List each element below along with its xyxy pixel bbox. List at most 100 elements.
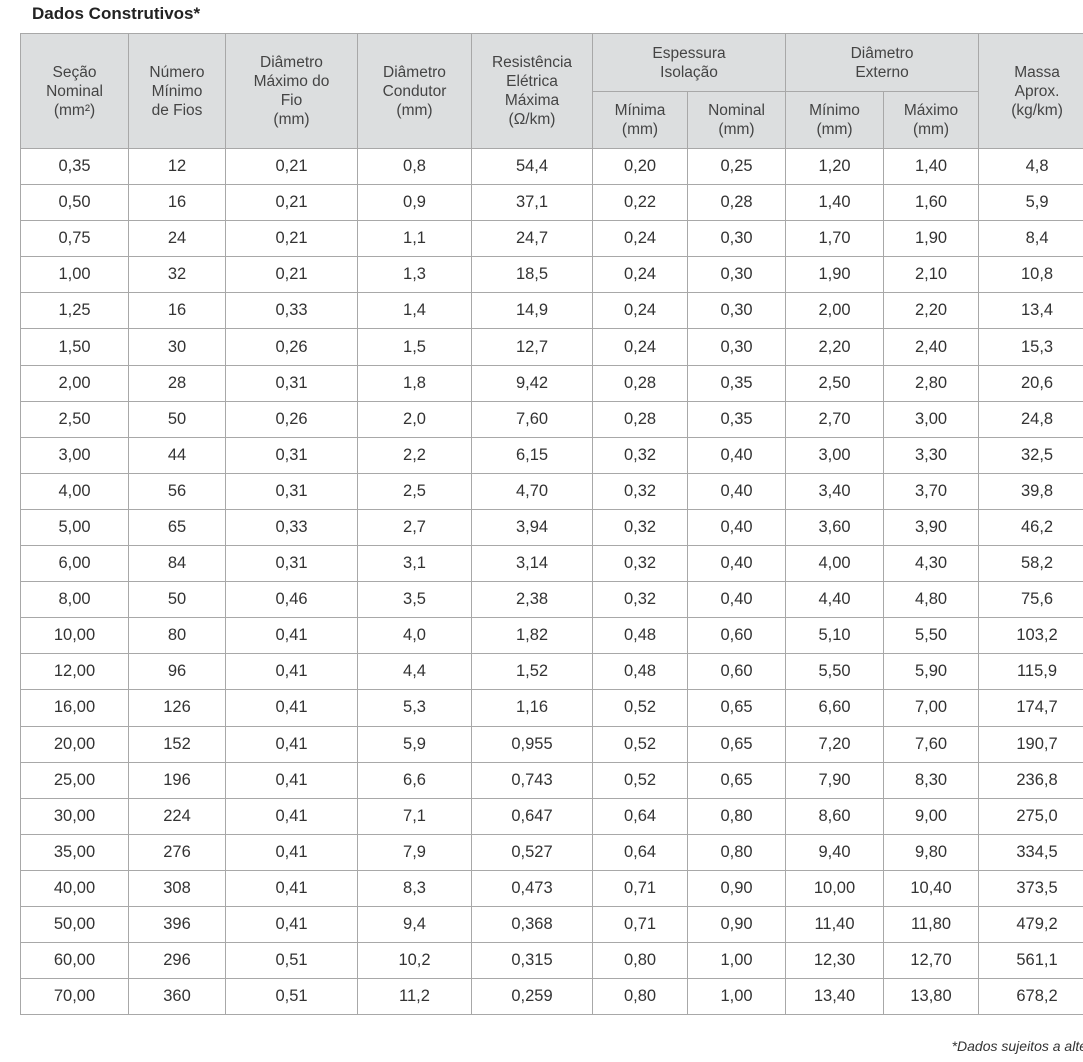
table-cell: 5,50 xyxy=(785,653,885,691)
table-cell: 2,5 xyxy=(357,472,472,510)
table-cell: 0,30 xyxy=(686,292,787,330)
column-header: Máximo (mm) xyxy=(883,91,980,149)
table-cell: 50,00 xyxy=(20,905,129,944)
table-cell: 276 xyxy=(128,833,226,871)
table-cell: 0,40 xyxy=(686,581,787,619)
table-cell: 0,8 xyxy=(357,147,472,186)
table-row: 0,35 12 0,21 0,8 54,4 0,20 0,25 1,20 1,40 4,8 xyxy=(20,147,1083,186)
table-cell: 0,32 xyxy=(592,472,688,510)
table-cell: 0,90 xyxy=(686,905,787,944)
table-cell: 0,41 xyxy=(225,725,358,763)
table-cell: 275,0 xyxy=(978,797,1083,835)
table-cell: 9,40 xyxy=(785,833,885,871)
table-cell: 0,51 xyxy=(225,978,358,1016)
table-cell: 0,52 xyxy=(592,725,688,763)
table-cell: 561,1 xyxy=(978,942,1083,980)
table-cell: 30 xyxy=(128,328,226,366)
table-cell: 0,41 xyxy=(225,869,358,907)
table-row: 60,00 296 0,51 10,2 0,315 0,80 1,00 12,30 12,70 5… xyxy=(20,942,1083,980)
table-row: 10,00 80 0,41 4,0 1,82 0,48 0,60 5,10 5,50 103,2 xyxy=(20,617,1083,655)
table-cell: 1,40 xyxy=(785,184,885,222)
table-cell: 0,64 xyxy=(592,797,688,835)
table-cell: 4,70 xyxy=(471,472,593,510)
table-cell: 9,42 xyxy=(471,364,593,402)
table-row: 40,00 308 0,41 8,3 0,473 0,71 0,90 10,00 10,40 37… xyxy=(20,869,1083,907)
table-cell: 1,3 xyxy=(357,256,472,294)
table-cell: 58,2 xyxy=(978,545,1083,583)
table-cell: 0,743 xyxy=(471,761,593,799)
table-cell: 3,94 xyxy=(471,508,593,547)
table-cell: 8,30 xyxy=(883,761,980,799)
table-cell: 12 xyxy=(128,147,226,186)
table-row: 0,75 24 0,21 1,1 24,7 0,24 0,30 1,70 1,90 8,4 xyxy=(20,220,1083,258)
table-cell: 1,82 xyxy=(471,617,593,655)
table-cell: 65 xyxy=(128,508,226,547)
table-cell: 80 xyxy=(128,617,226,655)
table-cell: 0,24 xyxy=(592,220,688,258)
table-cell: 0,26 xyxy=(225,328,358,366)
table-cell: 50 xyxy=(128,400,226,438)
table-cell: 7,00 xyxy=(883,689,980,727)
table-cell: 0,60 xyxy=(686,617,787,655)
table-cell: 0,35 xyxy=(686,400,787,438)
table-cell: 16 xyxy=(128,184,226,222)
table-cell: 0,30 xyxy=(686,220,787,258)
table-cell: 0,315 xyxy=(471,942,593,980)
table-row: 30,00 224 0,41 7,1 0,647 0,64 0,80 8,60 9,00 275,… xyxy=(20,797,1083,835)
table-cell: 0,32 xyxy=(592,545,688,583)
table-cell: 0,41 xyxy=(225,653,358,691)
table-cell: 0,80 xyxy=(686,797,787,835)
table-cell: 1,00 xyxy=(686,942,787,980)
table-cell: 0,24 xyxy=(592,292,688,330)
table-cell: 0,259 xyxy=(471,978,593,1016)
table-cell: 0,65 xyxy=(686,761,787,799)
footnote: *Dados sujeitos a alte xyxy=(951,1038,1083,1054)
table-cell: 0,32 xyxy=(592,436,688,474)
table-cell: 0,32 xyxy=(592,581,688,619)
table-cell: 174,7 xyxy=(978,689,1083,727)
table-cell: 10,40 xyxy=(883,869,980,907)
table-cell: 12,00 xyxy=(20,653,129,691)
table-cell: 0,33 xyxy=(225,508,358,547)
table-cell: 2,38 xyxy=(471,581,593,619)
table-cell: 5,50 xyxy=(883,617,980,655)
table-cell: 0,32 xyxy=(592,508,688,547)
table-cell: 13,80 xyxy=(883,978,980,1016)
table-cell: 1,00 xyxy=(686,978,787,1016)
table-cell: 0,75 xyxy=(20,220,129,258)
table-cell: 2,50 xyxy=(785,364,885,402)
table-row: 50,00 396 0,41 9,4 0,368 0,71 0,90 11,40 11,80 47… xyxy=(20,905,1083,944)
group-header: Espessura Isolação xyxy=(591,33,787,92)
table-cell: 8,4 xyxy=(978,220,1083,258)
table-cell: 4,8 xyxy=(978,147,1083,186)
table-cell: 2,20 xyxy=(785,328,885,366)
table-cell: 6,00 xyxy=(20,545,129,583)
table-cell: 0,40 xyxy=(686,472,787,510)
table-cell: 5,90 xyxy=(883,653,980,691)
column-header: Seção Nominal (mm²) xyxy=(20,33,129,149)
table-cell: 0,80 xyxy=(592,942,688,980)
table-cell: 4,80 xyxy=(883,581,980,619)
table-cell: 3,00 xyxy=(883,400,980,438)
table-cell: 3,90 xyxy=(883,508,980,547)
table-cell: 11,2 xyxy=(357,978,472,1016)
table-cell: 1,52 xyxy=(471,653,593,691)
table-row: 70,00 360 0,51 11,2 0,259 0,80 1,00 13,40 13,80 6… xyxy=(20,978,1083,1016)
table-cell: 2,80 xyxy=(883,364,980,402)
table-cell: 12,30 xyxy=(785,942,885,980)
table-cell: 0,9 xyxy=(357,184,472,222)
table-cell: 0,48 xyxy=(592,617,688,655)
table-cell: 0,52 xyxy=(592,689,688,727)
table-cell: 103,2 xyxy=(978,617,1083,655)
table-cell: 152 xyxy=(128,725,226,763)
table-cell: 13,4 xyxy=(978,292,1083,330)
table-cell: 7,60 xyxy=(471,400,593,438)
table-cell: 46,2 xyxy=(978,508,1083,547)
table-cell: 10,2 xyxy=(357,942,472,980)
table-cell: 1,16 xyxy=(471,689,593,727)
table-cell: 0,65 xyxy=(686,725,787,763)
table-cell: 1,50 xyxy=(20,328,129,366)
table-cell: 9,80 xyxy=(883,833,980,871)
table-cell: 37,1 xyxy=(471,184,593,222)
table-row: 2,00 28 0,31 1,8 9,42 0,28 0,35 2,50 2,80 20,6 xyxy=(20,364,1083,402)
